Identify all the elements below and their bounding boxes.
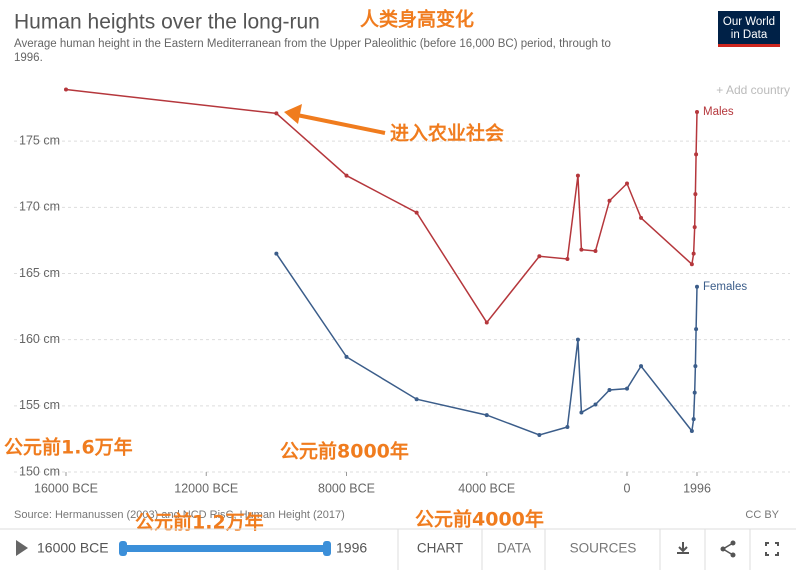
share-icon[interactable] (720, 540, 736, 558)
data-point (575, 337, 580, 342)
data-point (484, 413, 489, 418)
annotation: 公元前1.2万年 (135, 511, 264, 534)
logo: Our World in Data (718, 11, 780, 47)
data-point (689, 262, 694, 267)
y-tick-label: 175 cm (19, 133, 60, 147)
annotation-arrowhead (284, 104, 302, 124)
data-point (694, 327, 699, 332)
data-point (274, 251, 279, 256)
y-tick-label: 165 cm (19, 266, 60, 280)
logo-text: Our World (723, 16, 775, 28)
data-point (537, 432, 542, 437)
tab[interactable]: SOURCES (570, 541, 637, 556)
annotation: 进入农业社会 (390, 122, 504, 145)
data-point (64, 87, 68, 92)
data-point (537, 254, 542, 259)
data-point (565, 425, 570, 430)
data-point (692, 390, 697, 395)
x-tick-label: 16000 BCE (34, 481, 98, 495)
data-point (414, 210, 419, 215)
subtitle: Average human height in the Eastern Medi… (14, 38, 611, 50)
license: CC BY (745, 509, 779, 521)
annotation: 公元前8000年 (280, 440, 409, 463)
data-point (344, 354, 349, 359)
subtitle: 1996. (14, 52, 43, 64)
x-tick-label: 8000 BCE (318, 481, 375, 495)
play-button[interactable] (16, 540, 28, 556)
annotation: 人类身高变化 (360, 8, 474, 31)
footer-bar: 16000 BCE 1996 CHART DATA SOURCES (0, 528, 796, 570)
annotation: 公元前4000年 (415, 508, 544, 531)
data-point (639, 364, 644, 369)
data-point (274, 111, 279, 116)
data-point (565, 256, 570, 261)
data-point (593, 249, 598, 254)
data-point (691, 251, 696, 256)
logo-text: in Data (731, 29, 768, 41)
x-tick-label: 0 (624, 481, 631, 495)
fullscreen-icon[interactable] (765, 542, 779, 556)
timeline-start: 16000 BCE (37, 540, 109, 556)
series-label: Males (703, 106, 734, 118)
x-tick-label: 4000 BCE (458, 481, 515, 495)
plot: 150 cm 155 cm 160 cm 165 cm 170 cm 175 cm 1600… (14, 87, 790, 495)
timeline-track[interactable] (123, 545, 327, 552)
data-point (695, 110, 699, 115)
data-point (593, 402, 598, 407)
tab[interactable]: CHART (417, 541, 463, 556)
series-line (275, 253, 698, 436)
data-point (414, 397, 419, 402)
timeline-handle[interactable] (119, 541, 127, 556)
data-point (692, 225, 697, 230)
data-point (625, 181, 630, 186)
chart-title: Human heights over the long-run (14, 11, 320, 34)
data-point (607, 387, 612, 392)
add-country[interactable]: + Add country (716, 83, 790, 97)
x-tick-label: 12000 BCE (174, 481, 238, 495)
data-point (639, 215, 644, 220)
data-point (607, 198, 612, 203)
data-point (484, 320, 489, 325)
data-point (579, 247, 584, 252)
data-point (579, 410, 584, 415)
x-tick-label: 1996 (683, 481, 711, 495)
data-point (693, 364, 698, 369)
data-point (693, 192, 698, 197)
share-link (721, 542, 734, 556)
timeline-end: 1996 (336, 540, 367, 556)
data-point (689, 428, 694, 433)
logo-box (718, 11, 780, 47)
series-label: Females (703, 281, 747, 293)
data-point (691, 417, 696, 422)
annotation: 公元前1.6万年 (4, 436, 133, 459)
source: Source: Hermanussen (2003) and NCD RisC,… (14, 509, 345, 521)
y-tick-label: 170 cm (19, 200, 60, 214)
annotation-arrow (291, 112, 386, 135)
y-tick-label: 150 cm (19, 464, 60, 478)
y-tick-label: 160 cm (19, 332, 60, 346)
data-point (575, 173, 580, 178)
download-icon[interactable] (677, 542, 689, 554)
y-tick-label: 155 cm (19, 398, 60, 412)
data-point (625, 386, 630, 391)
tab[interactable]: DATA (497, 541, 531, 556)
timeline-handle[interactable] (323, 541, 331, 556)
data-point (344, 173, 349, 178)
logo-stripe (718, 44, 780, 47)
data-point (694, 152, 699, 157)
data-point (695, 284, 699, 289)
